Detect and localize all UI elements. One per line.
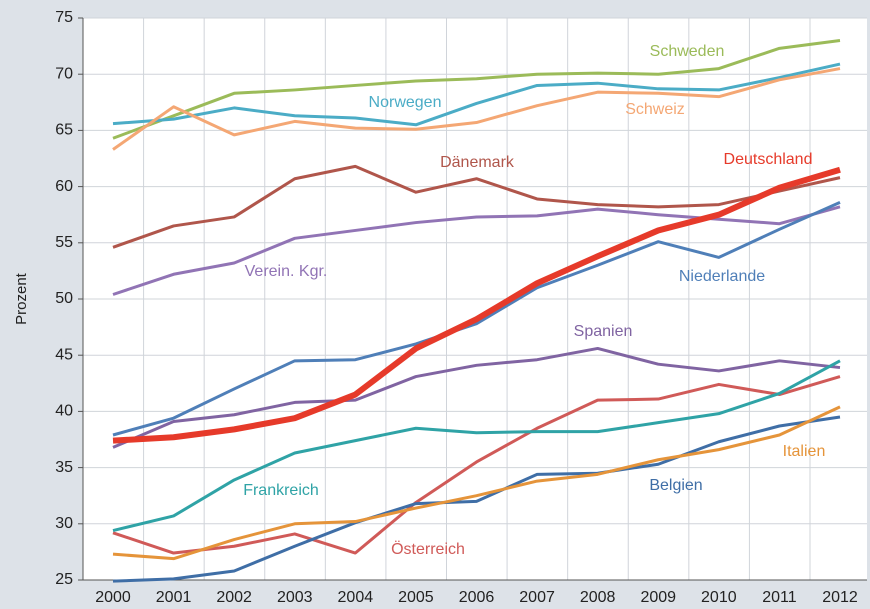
x-tick-label: 2008: [580, 589, 616, 606]
y-tick-label: 25: [55, 571, 73, 588]
y-tick-label: 65: [55, 122, 73, 139]
series-line: [112, 415, 841, 583]
series-line: [112, 405, 841, 561]
series-label: Schweden: [650, 43, 725, 60]
x-tick-label: 2004: [338, 589, 374, 606]
x-tick-label: 2007: [519, 589, 555, 606]
y-tick-label: 40: [55, 403, 73, 420]
x-tick-label: 2005: [398, 589, 434, 606]
x-tick-label: 2006: [459, 589, 495, 606]
y-tick-label: 35: [55, 459, 73, 476]
series-label: Norwegen: [369, 94, 442, 111]
series-line: [112, 375, 841, 555]
series-label: Italien: [783, 443, 826, 460]
y-tick-label: 45: [55, 346, 73, 363]
series-label: Deutschland: [724, 151, 813, 168]
x-tick-label: 2010: [701, 589, 737, 606]
series-line: [112, 205, 841, 296]
x-tick-label: 2000: [95, 589, 131, 606]
x-tick-label: 2011: [762, 589, 797, 606]
series-label: Dänemark: [440, 154, 515, 171]
series-line: [112, 359, 841, 533]
y-tick-label: 70: [55, 65, 73, 82]
x-tick-label: 2002: [216, 589, 252, 606]
series-line: [112, 346, 841, 449]
y-tick-label: 75: [55, 9, 73, 26]
series-label: Spanien: [574, 323, 633, 340]
x-tick-label: 2009: [640, 589, 676, 606]
series-line: [112, 166, 841, 444]
y-tick-label: 55: [55, 234, 73, 251]
y-tick-label: 60: [55, 178, 73, 195]
series-label: Frankreich: [243, 482, 319, 499]
series-label: Schweiz: [625, 101, 685, 118]
series-line: [112, 38, 841, 140]
x-tick-label: 2001: [156, 589, 192, 606]
series-label: Belgien: [649, 477, 702, 494]
y-tick-label: 30: [55, 515, 73, 532]
series-line: [112, 200, 841, 437]
series-line: [112, 164, 841, 249]
series-label: Österreich: [391, 540, 465, 558]
series-line: [112, 62, 841, 127]
series-label: Verein. Kgr.: [245, 263, 328, 280]
x-tick-label: 2012: [822, 589, 858, 606]
y-tick-label: 50: [55, 290, 73, 307]
x-tick-label: 2003: [277, 589, 313, 606]
y-axis-label: Prozent: [13, 272, 30, 325]
series-line: [112, 67, 841, 151]
series-label: Niederlande: [679, 268, 765, 285]
